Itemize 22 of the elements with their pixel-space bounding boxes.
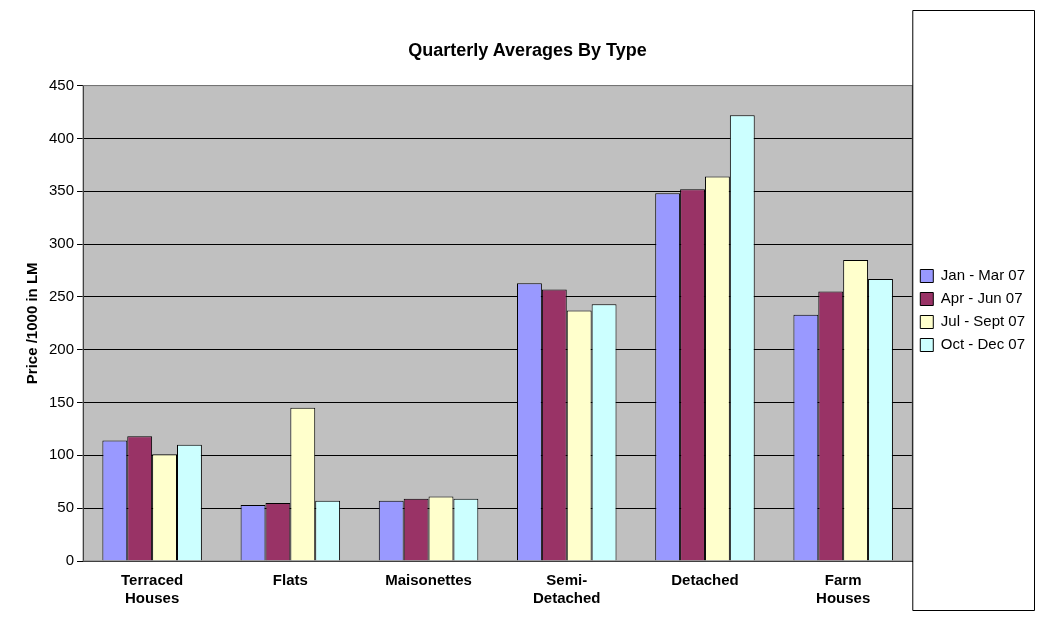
x-tick-label: Detached	[671, 571, 739, 589]
y-tick-label: 50	[57, 498, 75, 516]
y-tick-label: 0	[65, 551, 75, 569]
y-tick-label: 250	[49, 287, 75, 305]
y-tick-label: 400	[49, 128, 75, 146]
x-tick-label: Flats	[272, 571, 308, 589]
y-tick-label: 200	[49, 339, 75, 357]
legend-label: Apr - Jun 07	[940, 289, 1023, 307]
x-tick-label: Semi-Detached	[533, 571, 601, 607]
chart-title: Quarterly Averages By Type	[408, 39, 647, 60]
y-tick-label: 100	[49, 445, 75, 463]
legend-label: Jan - Mar 07	[940, 266, 1025, 284]
y-tick-label: 350	[49, 181, 75, 199]
x-tick-label: Maisonettes	[385, 571, 472, 589]
x-tick-label: Terraced Houses	[121, 571, 184, 607]
y-tick-label: 150	[49, 392, 75, 410]
y-axis-title: Price /1000 in LM	[23, 262, 41, 385]
y-tick-label: 450	[49, 75, 75, 93]
legend-label: Oct - Dec 07	[940, 335, 1025, 353]
legend-label: Jul - Sept 07	[940, 312, 1025, 330]
y-tick-label: 300	[49, 234, 75, 252]
x-tick-label: Farm Houses	[816, 571, 871, 607]
